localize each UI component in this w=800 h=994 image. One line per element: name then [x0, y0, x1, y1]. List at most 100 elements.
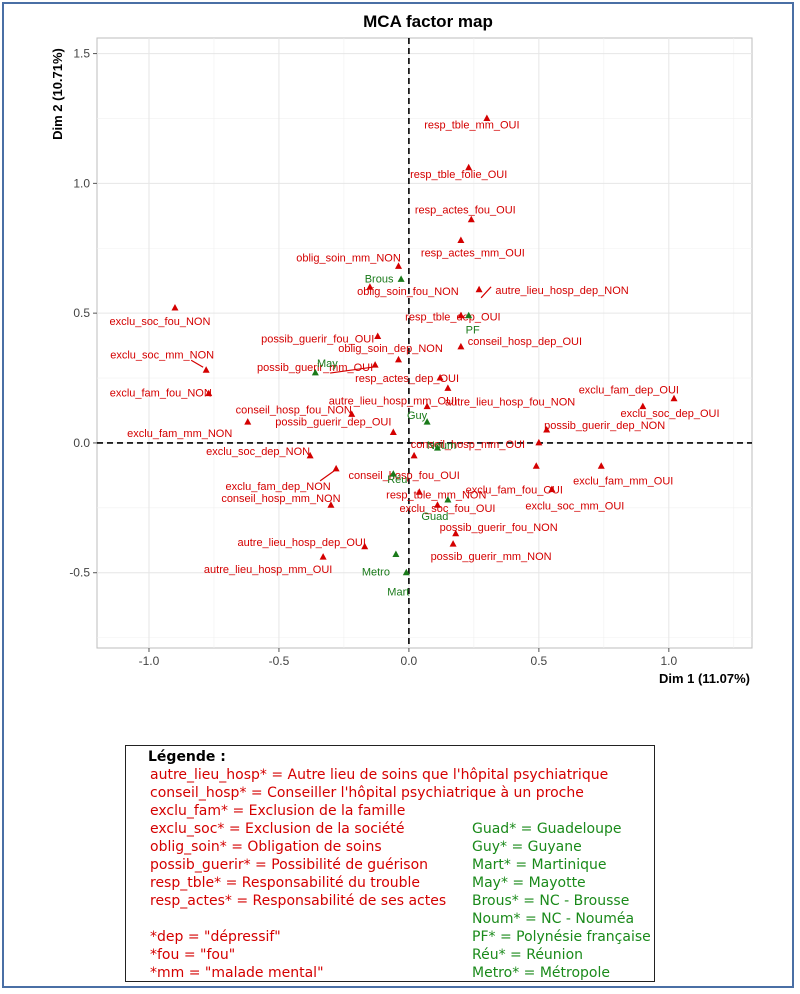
point-label: possib_guerir_fou_NON [440, 522, 558, 534]
point-marker [444, 496, 452, 503]
point-label: oblig_soin_dep_NON [338, 343, 443, 355]
point-label: resp_tble_dep_OUI [405, 312, 500, 324]
legend-entry: *dep = "dépressif" [150, 929, 281, 945]
point-marker [415, 488, 423, 495]
point-label: Noum [427, 440, 456, 452]
legend-entry: Guy* = Guyane [472, 839, 582, 855]
point-marker [374, 332, 382, 340]
point-marker [361, 542, 369, 550]
y-tick-label: -0.5 [69, 566, 90, 580]
point-marker [423, 402, 431, 410]
point-marker [475, 285, 483, 293]
point-marker [436, 374, 444, 381]
point-marker [457, 311, 465, 319]
point-marker [535, 438, 543, 446]
point-label: resp_tble_mm_OUI [424, 119, 519, 131]
mca-factor-map: MCA factor map -1.0 -0.5 0.0 0.5 1.0 -0.5 0.0 0… [50, 12, 753, 686]
point-label: exclu_soc_dep_OUI [620, 408, 719, 420]
point-label: exclu_soc_fou_OUI [399, 503, 495, 515]
label-connector [319, 470, 335, 482]
legend-entry: May* = Mayotte [472, 875, 586, 891]
point-label: exclu_soc_dep_NON [206, 446, 310, 458]
legend-title: Légende : [148, 749, 226, 765]
point-label: resp_actes_mm_OUI [421, 247, 525, 259]
point-label: exclu_soc_mm_OUI [525, 501, 624, 513]
legend-variable-definitions: autre_lieu_hosp* = Autre lieu de soins q… [150, 766, 608, 910]
point-label: May [317, 358, 338, 370]
legend-entry: Brous* = NC - Brousse [472, 893, 630, 909]
legend-entry: Mart* = Martinique [472, 857, 607, 873]
chart-title: MCA factor map [363, 12, 493, 31]
point-marker [392, 550, 400, 558]
legend-entry: possib_guerir* = Possibilité de guérison [150, 857, 429, 873]
point-marker [548, 485, 556, 493]
point-marker [532, 462, 540, 469]
regions-series: Brous PF May Guy Noum Réu Guad Metro Mart [311, 273, 480, 599]
label-connector [330, 366, 374, 374]
point-marker [395, 262, 403, 269]
point-marker [449, 540, 457, 547]
legend-box: Légende : autre_lieu_hosp* = Autre lieu … [125, 745, 655, 982]
label-connector [480, 286, 492, 299]
point-marker [444, 384, 452, 391]
point-label: exclu_fam_mm_OUI [573, 475, 673, 487]
point-marker [319, 553, 327, 560]
point-label: autre_lieu_hosp_mm_OUI [204, 564, 332, 576]
point-marker [543, 425, 551, 433]
point-marker [389, 428, 397, 436]
point-label: Guy [407, 410, 428, 422]
point-label: possib_guerir_mm_NON [431, 551, 552, 563]
plot-panel [96, 37, 753, 649]
point-marker [402, 568, 410, 576]
legend-suffix-definitions: *dep = "dépressif" *fou = "fou" *mm = "mal… [150, 928, 324, 982]
x-tick-label: 1.0 [660, 654, 677, 668]
point-label: Brous [365, 273, 394, 285]
point-marker [452, 529, 460, 537]
point-label: Guad [421, 511, 448, 523]
legend-entry: conseil_hosp* = Conseiller l'hôpital psy… [150, 785, 584, 801]
point-label: exclu_soc_mm_NON [110, 349, 214, 361]
legend-region-definitions: Guad* = Guadeloupe Guy* = Guyane Mart* = M… [472, 820, 651, 982]
legend-entry: oblig_soin* = Obligation de soins [150, 839, 382, 855]
point-marker [244, 418, 252, 425]
point-label: exclu_fam_dep_NON [226, 481, 331, 493]
legend-entry: Metro* = Métropole [472, 965, 610, 981]
y-tick-label: 0.0 [73, 436, 90, 450]
point-label: resp_tble_folie_OUI [410, 169, 507, 181]
point-label: conseil_hosp_fou_OUI [348, 470, 459, 482]
x-tick-label: -0.5 [269, 654, 290, 668]
point-label: conseil_hosp_fou_NON [236, 404, 352, 416]
point-marker [389, 470, 397, 477]
point-marker [465, 163, 473, 171]
x-axis-label: Dim 1 (11.07%) [659, 671, 750, 686]
legend-entry: autre_lieu_hosp* = Autre lieu de soins q… [150, 767, 609, 783]
point-label: exclu_fam_fou_NON [110, 388, 212, 400]
point-label: PF [466, 325, 480, 337]
point-label: possib_guerir_dep_OUI [275, 417, 391, 429]
point-marker [457, 342, 465, 350]
point-label: autre_lieu_hosp_mm_OUI [329, 395, 457, 407]
point-marker [410, 451, 418, 459]
x-tick-label: -1.0 [139, 654, 160, 668]
point-marker [433, 444, 441, 451]
legend-entry: resp_actes* = Responsabilité de ses acte… [150, 893, 447, 909]
point-label: resp_tble_mm_NON [386, 489, 486, 501]
point-marker [171, 303, 179, 311]
point-label: autre_lieu_hosp_dep_OUI [237, 537, 365, 549]
point-label: possib_guerir_fou_OUI [261, 334, 374, 346]
point-marker [465, 311, 473, 319]
y-axis-label: Dim 2 (10.71%) [50, 48, 65, 140]
point-marker [348, 410, 356, 417]
point-marker [311, 368, 319, 376]
point-marker [371, 361, 379, 368]
legend-entry: Noum* = NC - Nouméa [472, 911, 635, 927]
point-label: resp_actes_fou_OUI [415, 205, 516, 217]
point-label: exclu_soc_fou_NON [110, 316, 211, 328]
point-label: oblig_soin_mm_NON [296, 252, 401, 264]
point-label: oblig_soin_fou_NON [357, 286, 459, 298]
legend-entry: *fou = "fou" [150, 947, 236, 963]
point-marker [457, 236, 465, 243]
point-marker [202, 366, 210, 373]
legend-entry: *mm = "malade mental" [150, 965, 324, 981]
point-label: autre_lieu_hosp_fou_NON [445, 397, 575, 409]
